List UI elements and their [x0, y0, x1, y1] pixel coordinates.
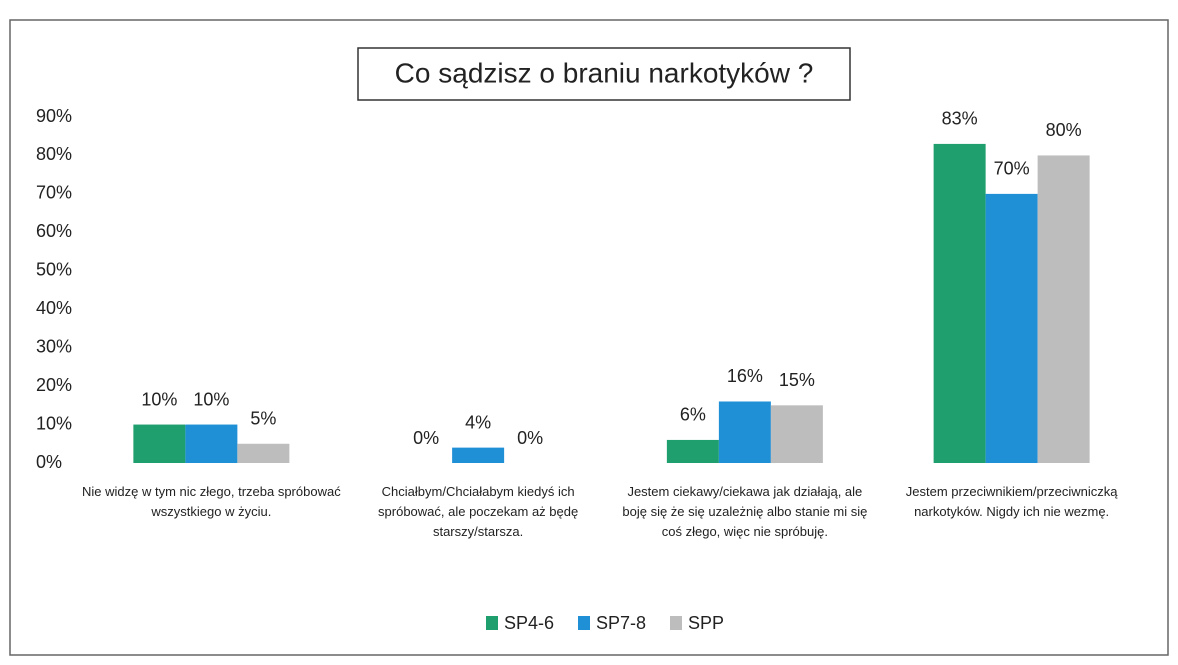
x-tick-label: Chciałbym/Chciałabym kiedyś ich spróbowa…	[378, 484, 579, 539]
bar	[133, 424, 186, 463]
y-tick-label: 40%	[36, 298, 72, 318]
data-label: 16%	[727, 366, 763, 386]
y-tick-label: 0%	[36, 452, 62, 472]
data-label: 5%	[250, 409, 276, 429]
legend-swatch	[486, 616, 498, 630]
legend-label: SPP	[688, 613, 724, 633]
x-tick-label: Jestem przeciwnikiem/przeciwniczką narko…	[905, 484, 1118, 519]
y-tick-label: 50%	[36, 260, 72, 280]
y-tick-label: 30%	[36, 336, 72, 356]
data-label: 10%	[193, 389, 229, 409]
bar	[985, 193, 1038, 463]
y-tick-label: 20%	[36, 375, 72, 395]
data-label: 83%	[942, 109, 978, 129]
legend-label: SP4-6	[504, 613, 554, 633]
data-label: 4%	[465, 412, 491, 432]
x-tick-label: Nie widzę w tym nic złego, trzeba spróbo…	[82, 484, 341, 519]
data-label: 80%	[1046, 120, 1082, 140]
data-label: 15%	[779, 370, 815, 390]
bar	[185, 424, 238, 463]
bar	[770, 405, 823, 463]
y-tick-label: 80%	[36, 144, 72, 164]
y-tick-label: 70%	[36, 183, 72, 203]
data-label: 6%	[680, 405, 706, 425]
bar	[718, 401, 771, 463]
legend-swatch	[670, 616, 682, 630]
y-tick-label: 90%	[36, 106, 72, 126]
bar	[933, 143, 986, 463]
y-tick-label: 60%	[36, 221, 72, 241]
data-label: 70%	[994, 159, 1030, 179]
legend-label: SP7-8	[596, 613, 646, 633]
legend-swatch	[578, 616, 590, 630]
bar	[666, 439, 719, 463]
bar	[237, 443, 290, 463]
y-tick-label: 10%	[36, 413, 72, 433]
bar	[452, 447, 505, 463]
title-box	[357, 47, 851, 101]
chart-frame	[9, 19, 1169, 656]
x-tick-label: Jestem ciekawy/ciekawa jak działają, ale…	[622, 484, 868, 539]
data-label: 0%	[517, 428, 543, 448]
bar	[1037, 155, 1090, 463]
data-label: 0%	[413, 428, 439, 448]
chart-title: Co sądzisz o braniu narkotyków ?	[395, 57, 814, 88]
data-label: 10%	[141, 389, 177, 409]
